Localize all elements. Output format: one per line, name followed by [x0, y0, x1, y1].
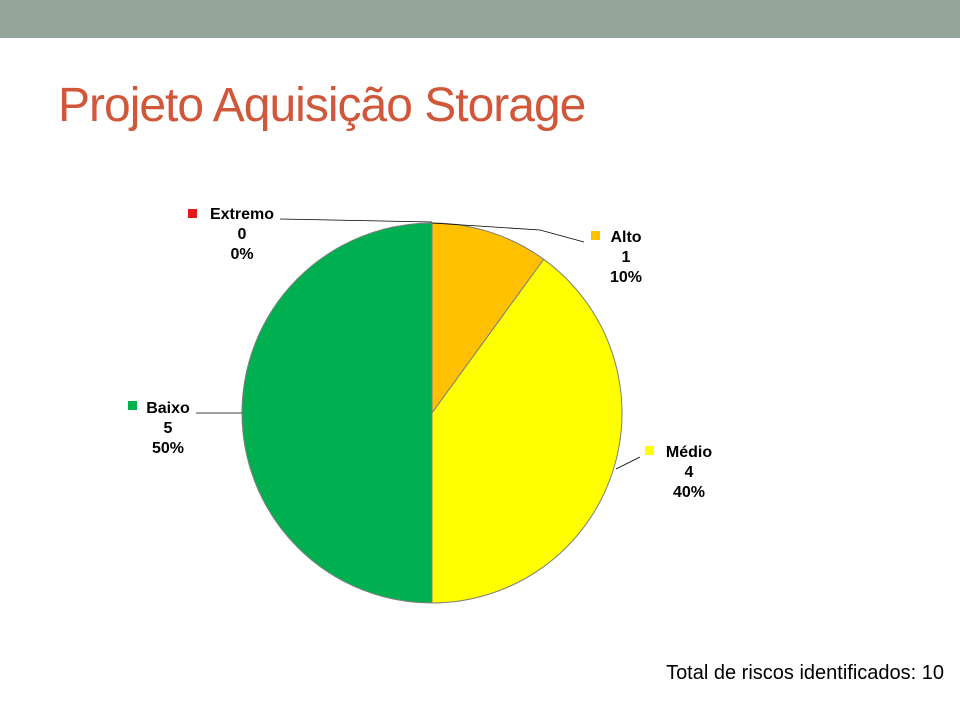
pie-slice-medio	[431, 258, 623, 604]
slide-title: Projeto Aquisição Storage	[58, 79, 586, 132]
total-risks-footer: Total de riscos identificados: 10	[666, 662, 944, 684]
data-label-alto-value: 1	[622, 249, 631, 266]
leader-line-alto	[431, 222, 585, 243]
data-label-alto-name: Alto	[610, 229, 641, 246]
data-label-medio-percent: 40%	[673, 484, 705, 501]
data-label-extremo-name: Extremo	[210, 206, 274, 223]
data-label-baixo-percent: 50%	[152, 440, 184, 457]
legend-key-extremo	[188, 209, 197, 218]
legend-key-alto	[591, 231, 600, 240]
data-label-extremo-percent: 0%	[230, 246, 253, 263]
data-label-medio-value: 4	[685, 464, 694, 481]
data-label-baixo-value: 5	[164, 420, 173, 437]
top-banner	[0, 0, 960, 38]
legend-key-medio	[645, 446, 654, 455]
leader-line-medio	[615, 456, 641, 470]
data-label-alto-percent: 10%	[610, 269, 642, 286]
leader-line-extremo	[279, 218, 433, 223]
data-label-medio-name: Médio	[666, 444, 712, 461]
data-label-extremo-value: 0	[238, 226, 247, 243]
legend-key-baixo	[128, 401, 137, 410]
pie-slice-baixo	[241, 222, 433, 604]
data-label-baixo-name: Baixo	[146, 400, 190, 417]
